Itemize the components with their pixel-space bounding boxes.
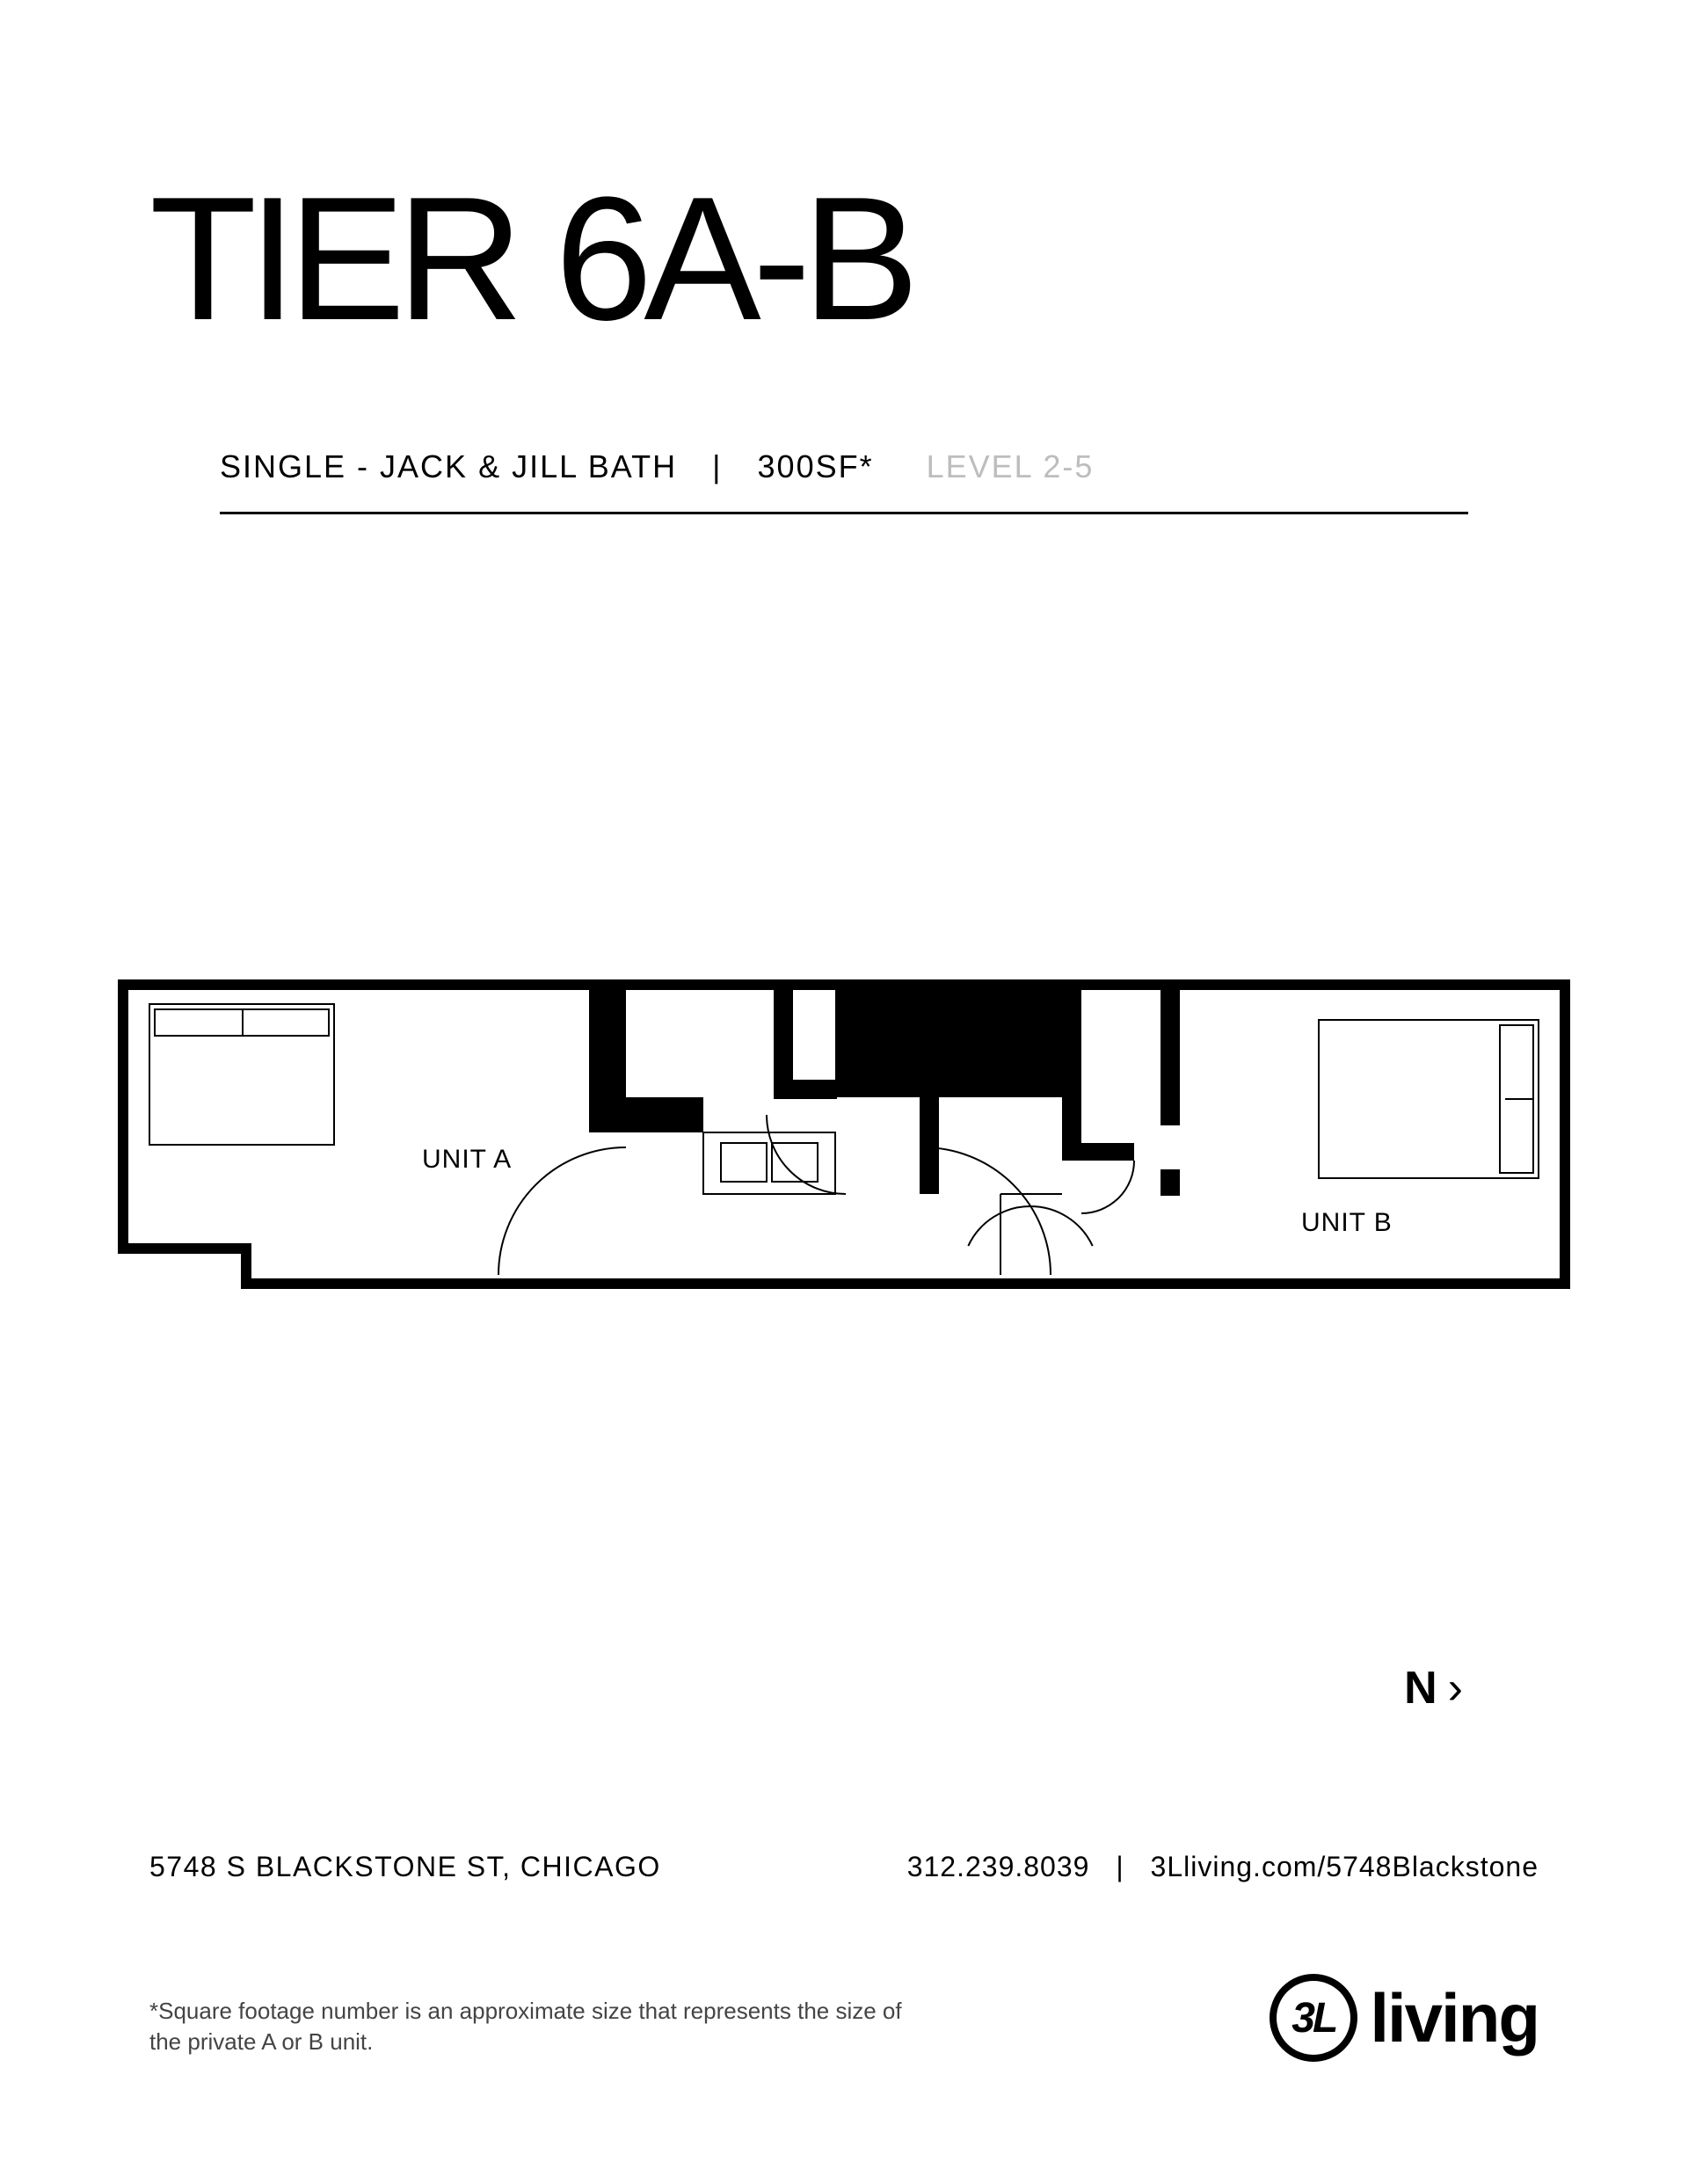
compass-letter: N: [1404, 1663, 1443, 1714]
divider: [220, 512, 1468, 514]
svg-text:UNIT A: UNIT A: [422, 1145, 512, 1174]
address: 5748 S BLACKSTONE ST, CHICAGO: [149, 1851, 661, 1883]
compass: N›: [1404, 1662, 1468, 1714]
subtitle-size: 300SF*: [758, 448, 874, 484]
brand-logo: 3L living: [1270, 1969, 1539, 2066]
contact-row: 312.239.8039 | 3Lliving.com/5748Blacksto…: [907, 1851, 1539, 1883]
subtitle-sep: |: [712, 448, 722, 484]
contact-sep: |: [1116, 1851, 1124, 1882]
footnote: *Square footage number is an approximate…: [149, 1996, 906, 2057]
floorplan-svg: UNIT A UNIT B: [106, 967, 1582, 1319]
compass-arrow-icon: ›: [1448, 1663, 1468, 1714]
page-title: TIER 6A-B: [149, 171, 911, 347]
contact-phone: 312.239.8039: [907, 1851, 1090, 1882]
contact-url: 3Lliving.com/5748Blackstone: [1151, 1851, 1539, 1882]
page: TIER 6A-B SINGLE - JACK & JILL BATH | 30…: [0, 0, 1688, 2184]
subtitle-row: SINGLE - JACK & JILL BATH | 300SF* LEVEL…: [220, 448, 1468, 485]
svg-text:UNIT B: UNIT B: [1301, 1208, 1393, 1237]
subtitle-level: LEVEL 2-5: [927, 448, 1095, 484]
subtitle-type: SINGLE - JACK & JILL BATH: [220, 448, 677, 484]
brand-word: living: [1370, 1978, 1539, 2058]
floorplan: UNIT A UNIT B: [106, 967, 1582, 1319]
brand-mark-icon: 3L: [1270, 1974, 1357, 2062]
